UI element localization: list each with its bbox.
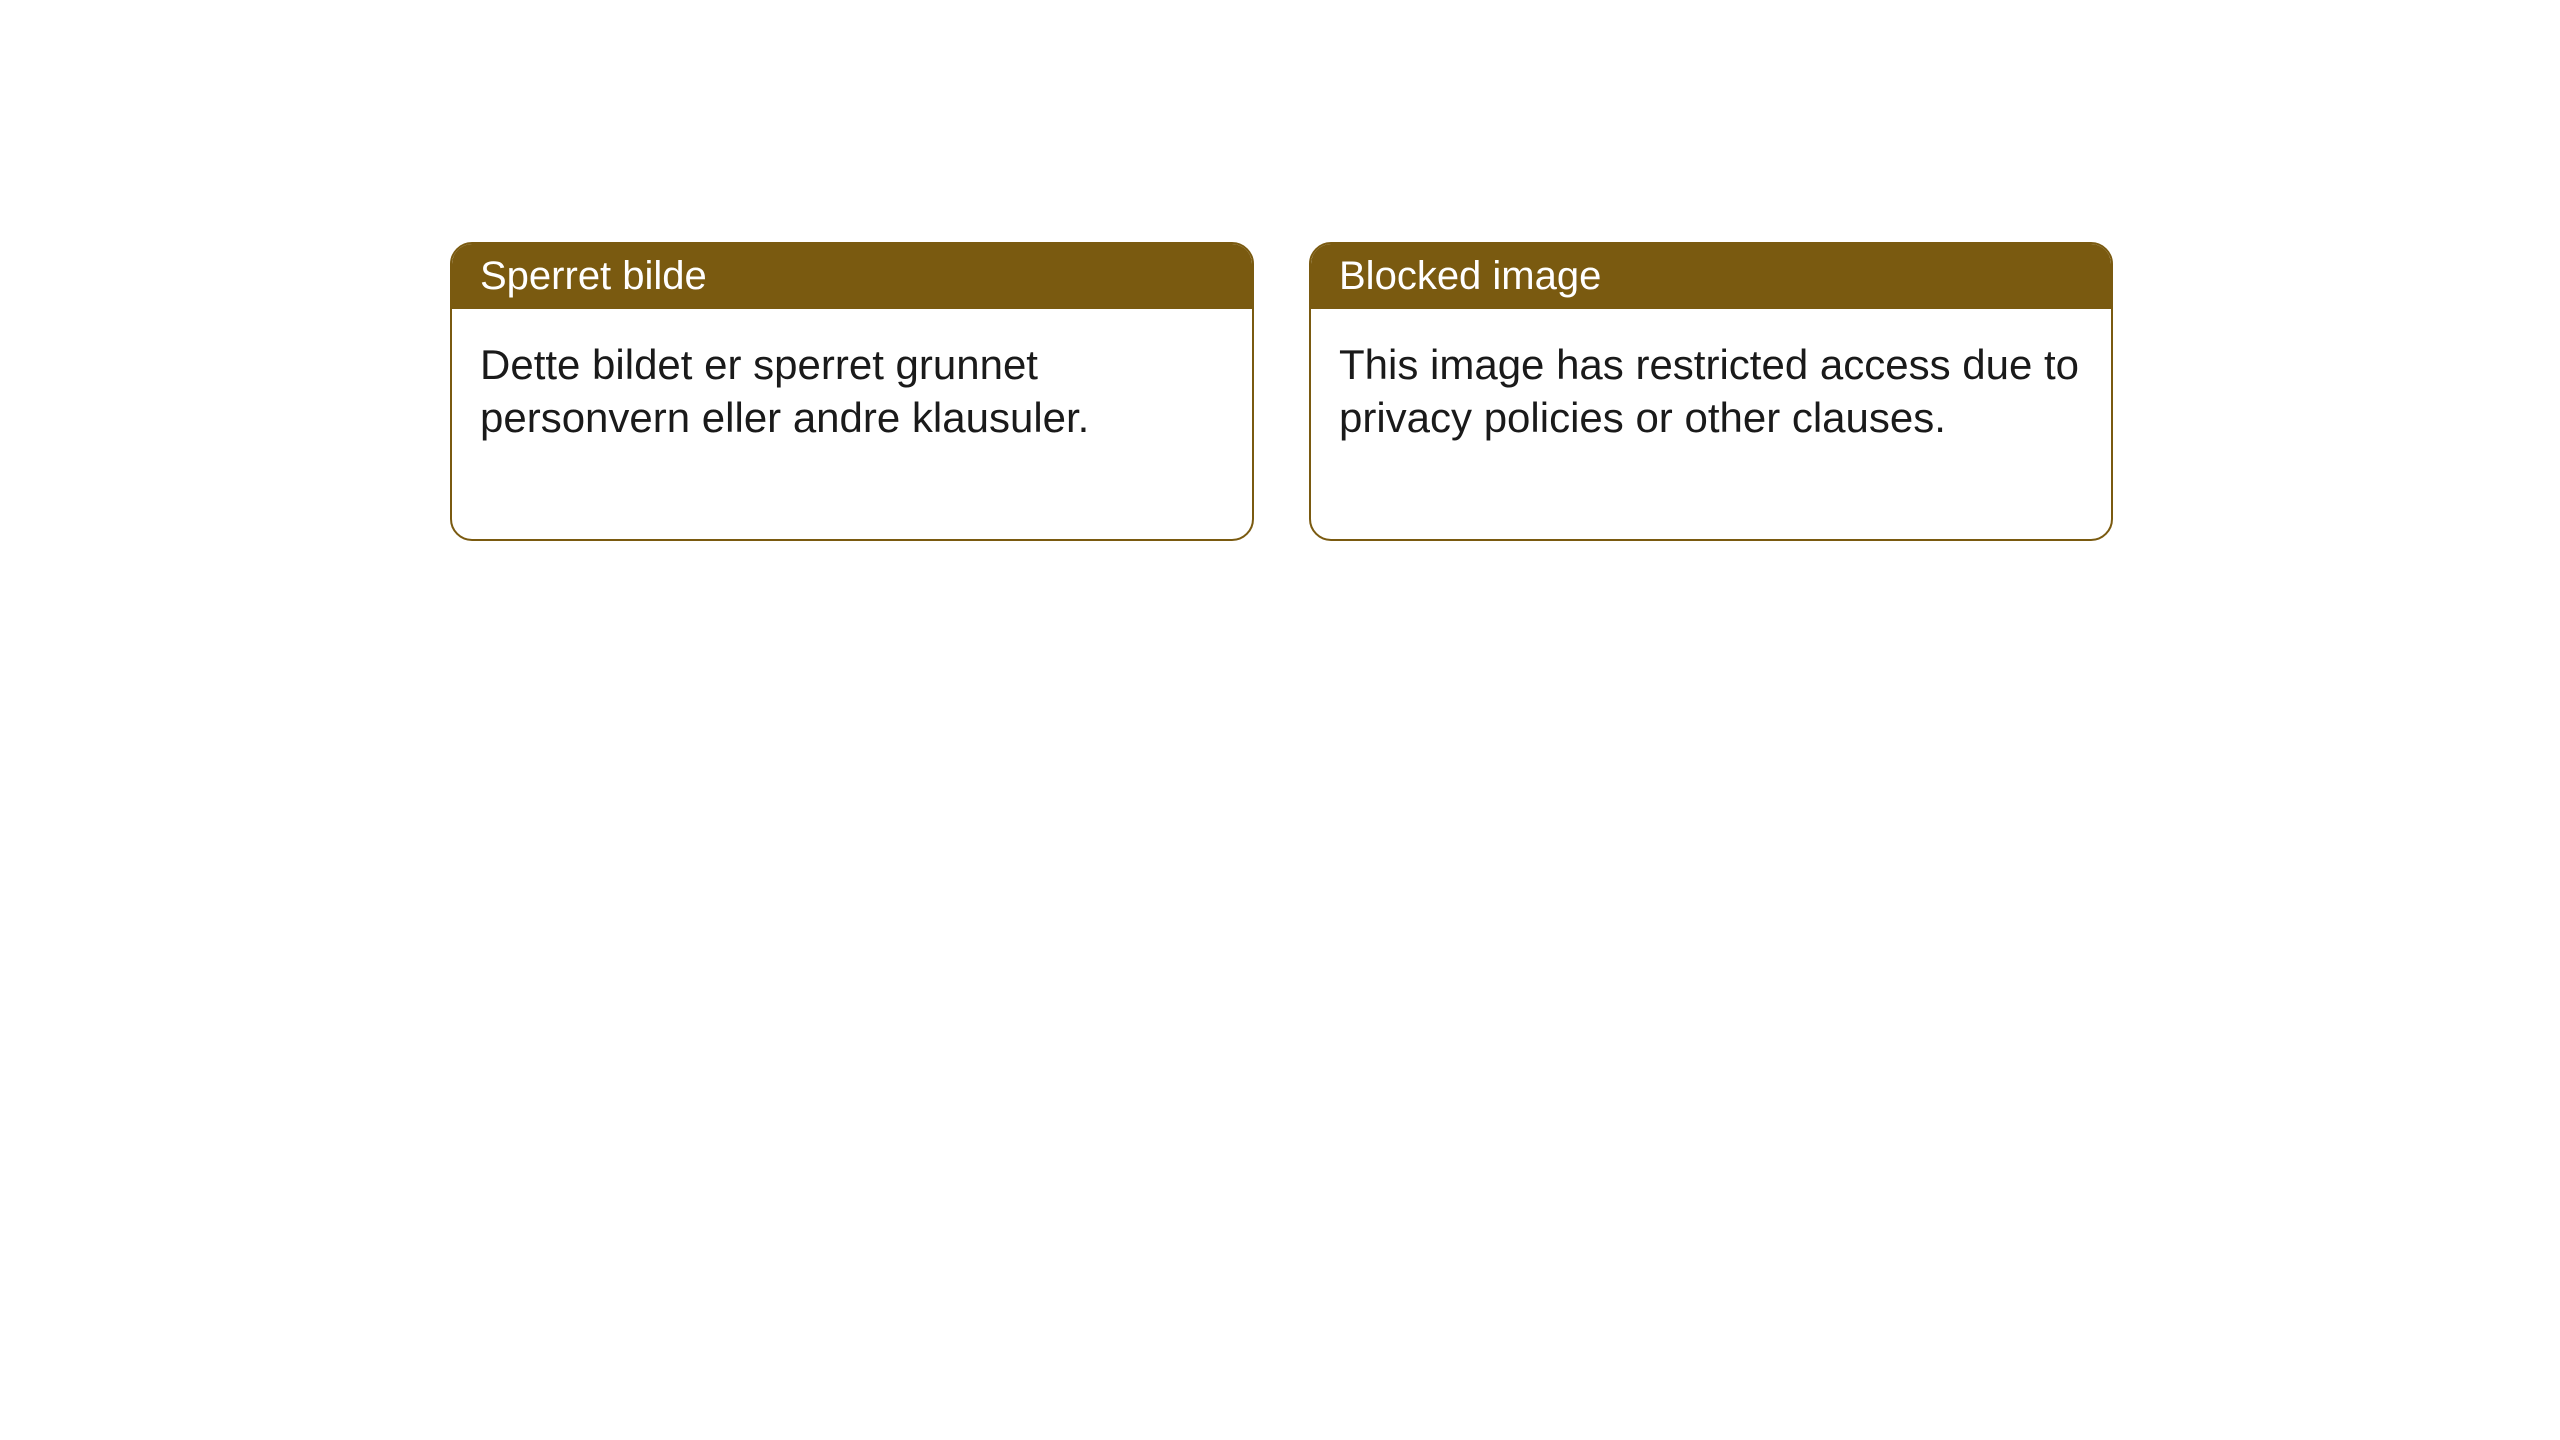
card-norwegian: Sperret bilde Dette bildet er sperret gr… bbox=[450, 242, 1254, 541]
card-body-text-norwegian: Dette bildet er sperret grunnet personve… bbox=[480, 341, 1089, 441]
card-english: Blocked image This image has restricted … bbox=[1309, 242, 2113, 541]
card-header-english: Blocked image bbox=[1311, 244, 2111, 309]
card-body-english: This image has restricted access due to … bbox=[1311, 309, 2111, 539]
card-title-norwegian: Sperret bilde bbox=[480, 254, 707, 298]
card-body-norwegian: Dette bildet er sperret grunnet personve… bbox=[452, 309, 1252, 539]
card-header-norwegian: Sperret bilde bbox=[452, 244, 1252, 309]
card-title-english: Blocked image bbox=[1339, 254, 1601, 298]
blocked-image-cards: Sperret bilde Dette bildet er sperret gr… bbox=[450, 242, 2560, 541]
card-body-text-english: This image has restricted access due to … bbox=[1339, 341, 2079, 441]
